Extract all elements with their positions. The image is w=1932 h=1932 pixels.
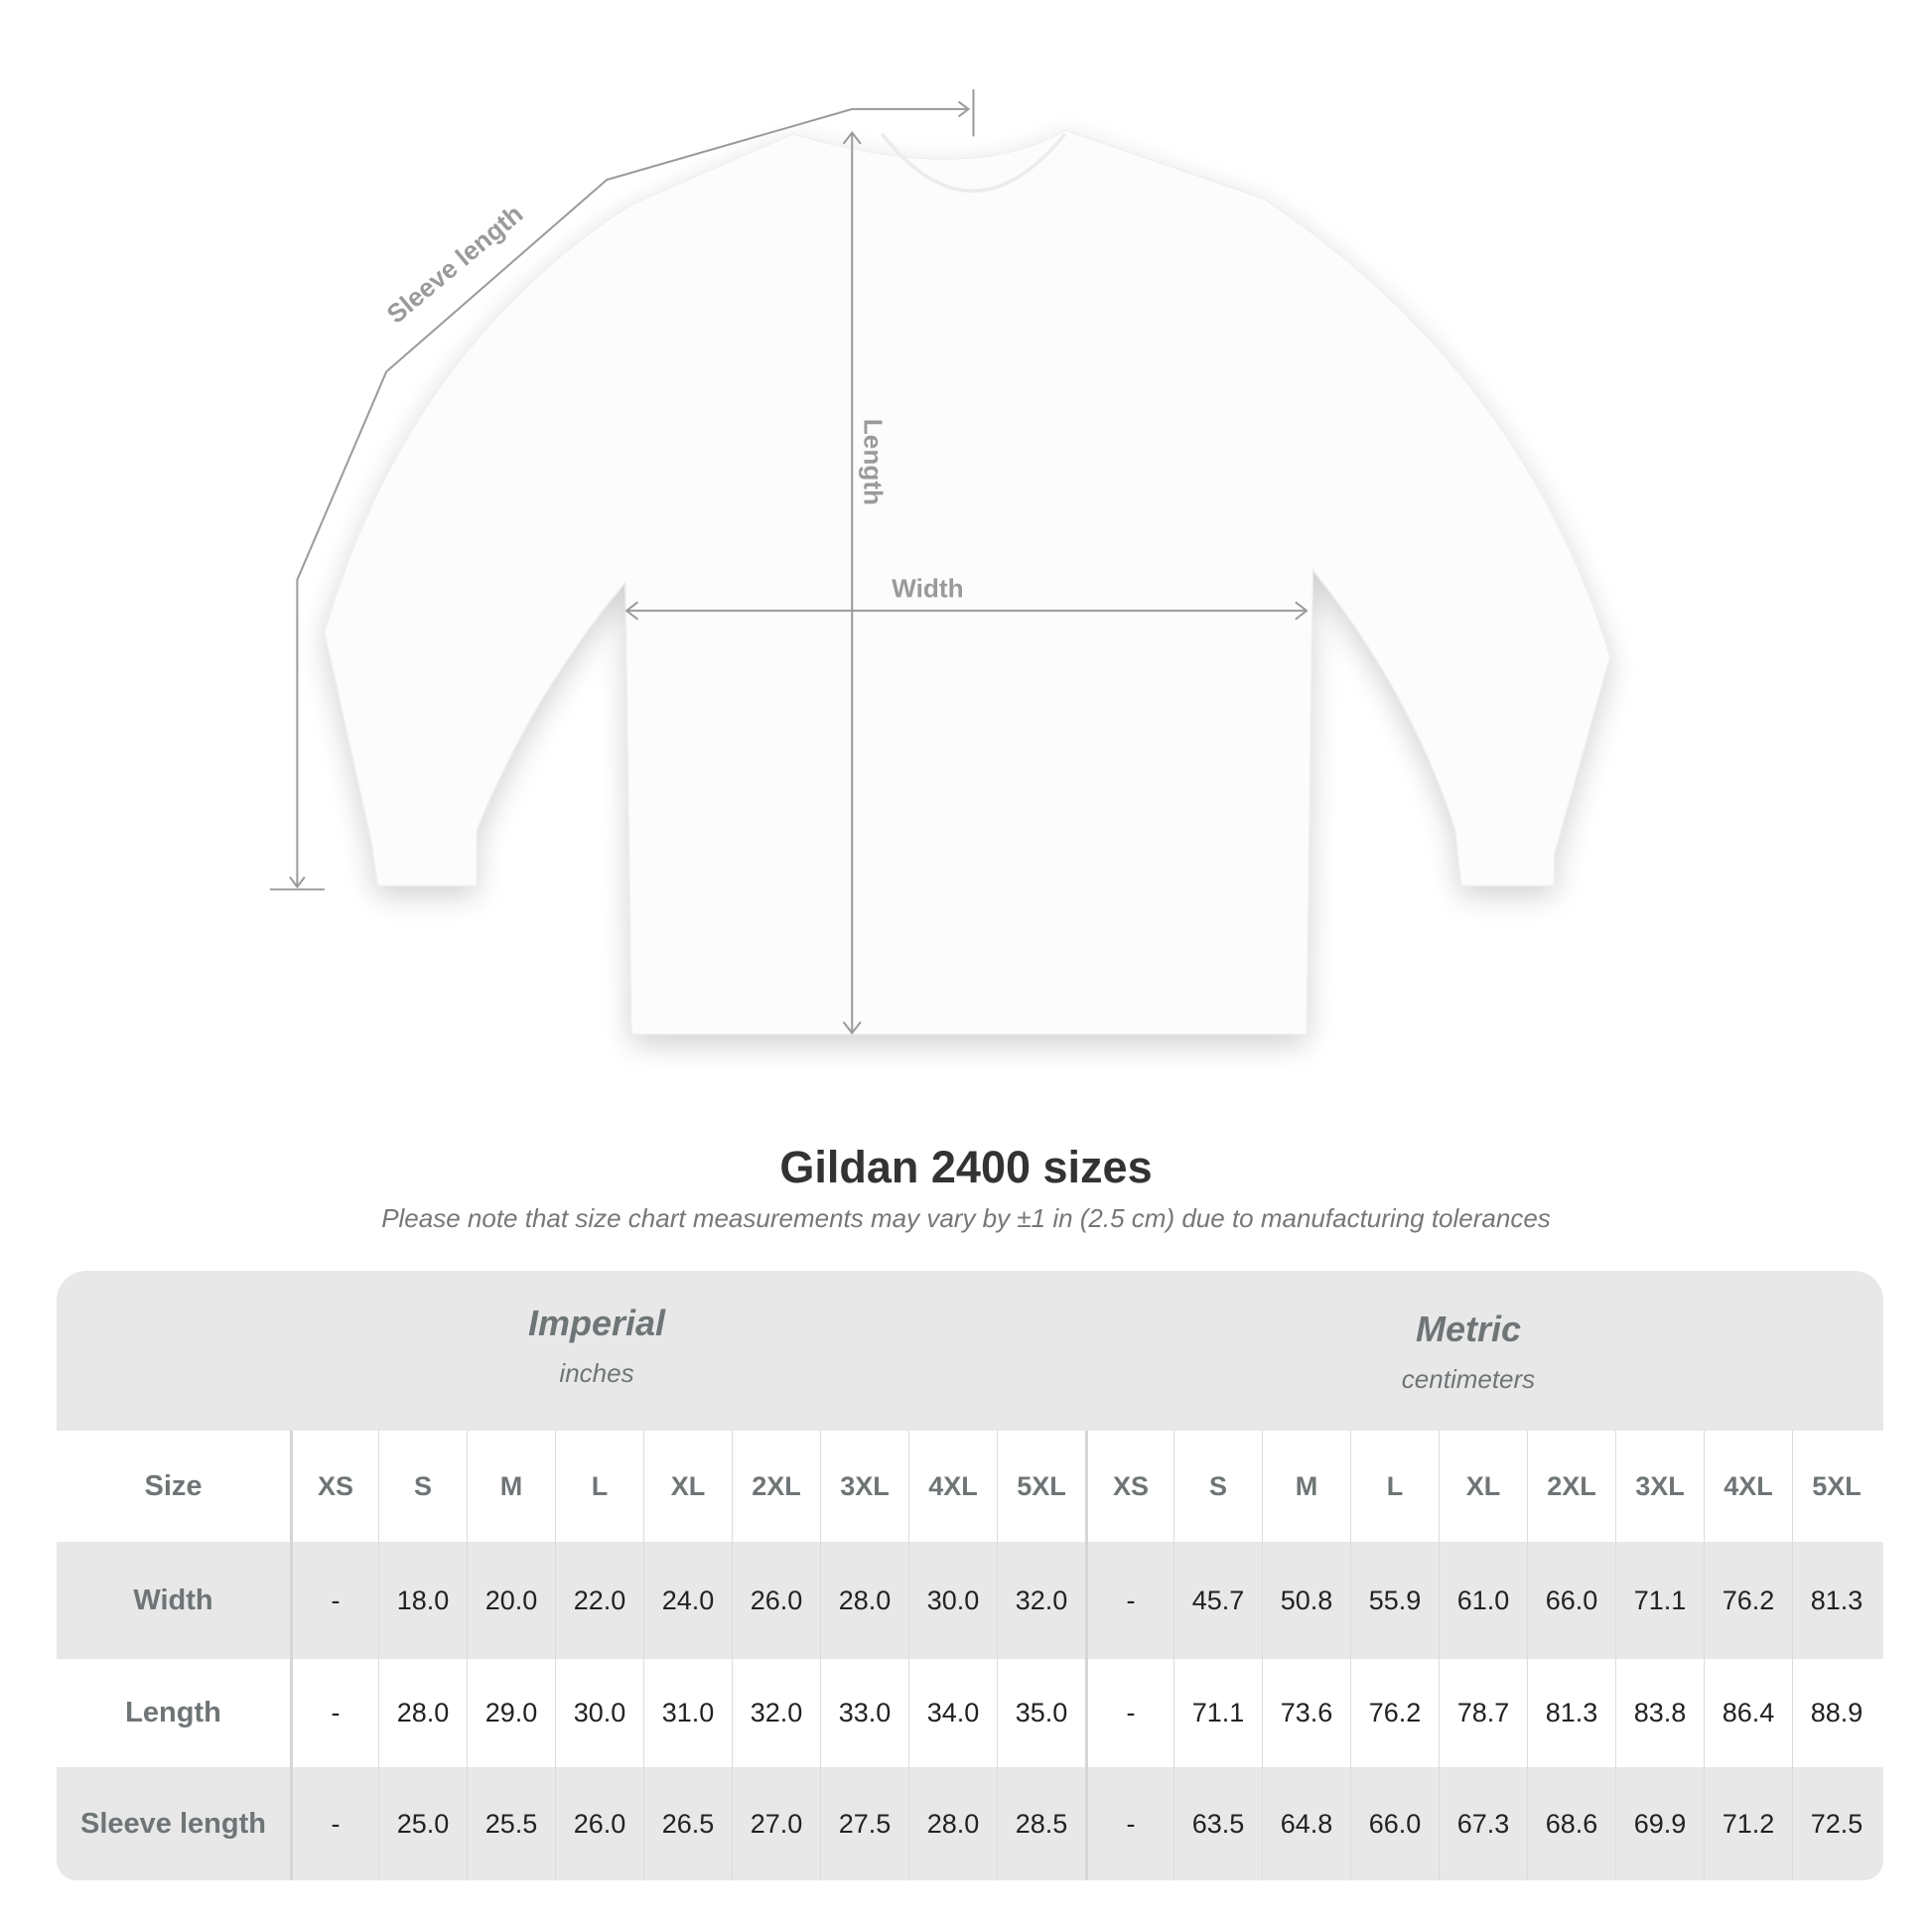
value-cell-imperial: 26.5 <box>643 1767 732 1880</box>
value-cell-imperial: 33.0 <box>820 1659 908 1767</box>
value-cell-metric: 76.2 <box>1704 1542 1792 1659</box>
value-cell-metric: 66.0 <box>1350 1767 1439 1880</box>
size-header-metric: 5XL <box>1792 1431 1880 1542</box>
length-label: Length <box>859 419 889 505</box>
value-cell-metric: 67.3 <box>1439 1767 1527 1880</box>
size-header-metric: M <box>1262 1431 1350 1542</box>
value-cell-imperial: 26.0 <box>555 1767 643 1880</box>
value-cell-metric: 73.6 <box>1262 1659 1350 1767</box>
value-cell-imperial: 35.0 <box>997 1659 1085 1767</box>
value-cell-imperial: 31.0 <box>643 1659 732 1767</box>
value-cell-metric: 78.7 <box>1439 1659 1527 1767</box>
value-cell-imperial: 26.0 <box>732 1542 820 1659</box>
value-cell-metric: 50.8 <box>1262 1542 1350 1659</box>
imperial-header: Imperial inches <box>348 1303 845 1389</box>
metric-title: Metric <box>1415 1309 1522 1349</box>
value-cell-imperial: - <box>290 1767 378 1880</box>
value-cell-metric: 64.8 <box>1262 1767 1350 1880</box>
metric-header: Metric centimeters <box>1220 1309 1717 1395</box>
size-header-imperial: XS <box>290 1431 378 1542</box>
size-header-imperial: M <box>467 1431 555 1542</box>
value-cell-metric: 45.7 <box>1173 1542 1262 1659</box>
width-label: Width <box>892 573 963 603</box>
tolerance-note: Please note that size chart measurements… <box>381 1203 1551 1233</box>
size-header-metric: XS <box>1085 1431 1173 1542</box>
size-header-metric: 3XL <box>1615 1431 1704 1542</box>
value-cell-metric: - <box>1085 1767 1173 1880</box>
size-header-metric: 2XL <box>1527 1431 1615 1542</box>
size-header-imperial: 3XL <box>820 1431 908 1542</box>
measurement-lines <box>269 88 1309 1035</box>
value-cell-imperial: 28.0 <box>378 1659 467 1767</box>
value-cell-metric: 63.5 <box>1173 1767 1262 1880</box>
value-cell-metric: - <box>1085 1659 1173 1767</box>
table-row: Length -28.0 29.0 30.0 31.0 32.0 33.0 34.0 35.0-… <box>57 1659 1883 1767</box>
sleeve-length-line <box>296 107 966 888</box>
value-cell-imperial: 30.0 <box>908 1542 997 1659</box>
page-title: Gildan 2400 sizes <box>779 1142 1153 1192</box>
table-row: Sleeve length -25.0 25.5 26.0 26.5 27.0 27.5 28… <box>57 1767 1883 1880</box>
table-row: Width -18.0 20.0 22.0 24.0 26.0 28.0 30.0 32.0-4… <box>57 1542 1883 1659</box>
value-cell-imperial: 28.5 <box>997 1767 1085 1880</box>
value-cell-imperial: 30.0 <box>555 1659 643 1767</box>
value-cell-imperial: 32.0 <box>732 1659 820 1767</box>
value-cell-metric: 69.9 <box>1615 1767 1704 1880</box>
value-cell-imperial: 20.0 <box>467 1542 555 1659</box>
long-sleeve-shirt-image <box>324 129 1611 1035</box>
size-header-metric: 4XL <box>1704 1431 1792 1542</box>
value-cell-metric: 86.4 <box>1704 1659 1792 1767</box>
size-header-imperial: 5XL <box>997 1431 1085 1542</box>
value-cell-imperial: 29.0 <box>467 1659 555 1767</box>
value-cell-imperial: - <box>290 1659 378 1767</box>
imperial-unit: inches <box>559 1358 634 1388</box>
value-cell-metric: 61.0 <box>1439 1542 1527 1659</box>
row-label: Sleeve length <box>80 1807 266 1840</box>
value-cell-imperial: 27.5 <box>820 1767 908 1880</box>
value-cell-imperial: 18.0 <box>378 1542 467 1659</box>
size-header-metric: XL <box>1439 1431 1527 1542</box>
value-cell-metric: 68.6 <box>1527 1767 1615 1880</box>
size-header-imperial: 2XL <box>732 1431 820 1542</box>
value-cell-imperial: 22.0 <box>555 1542 643 1659</box>
value-cell-imperial: 34.0 <box>908 1659 997 1767</box>
value-cell-imperial: 28.0 <box>820 1542 908 1659</box>
unit-header-band <box>57 1271 1883 1431</box>
size-header-imperial: L <box>555 1431 643 1542</box>
value-cell-metric: 76.2 <box>1350 1659 1439 1767</box>
value-cell-metric: 83.8 <box>1615 1659 1704 1767</box>
value-cell-metric: 81.3 <box>1792 1542 1880 1659</box>
value-cell-imperial: 25.5 <box>467 1767 555 1880</box>
value-cell-imperial: 28.0 <box>908 1767 997 1880</box>
value-cell-imperial: 24.0 <box>643 1542 732 1659</box>
size-header-imperial: XL <box>643 1431 732 1542</box>
value-cell-metric: 81.3 <box>1527 1659 1615 1767</box>
value-cell-metric: - <box>1085 1542 1173 1659</box>
value-cell-metric: 66.0 <box>1527 1542 1615 1659</box>
size-header-metric: S <box>1173 1431 1262 1542</box>
value-cell-imperial: 25.0 <box>378 1767 467 1880</box>
value-cell-metric: 71.1 <box>1173 1659 1262 1767</box>
row-label: Width <box>133 1584 213 1616</box>
value-cell-metric: 55.9 <box>1350 1542 1439 1659</box>
value-cell-metric: 88.9 <box>1792 1659 1880 1767</box>
shirt-diagram: Sleeve length Length Width <box>269 88 1611 1035</box>
value-cell-imperial: - <box>290 1542 378 1659</box>
row-label: Size <box>144 1469 203 1502</box>
size-header-row: Size XS S M L XL 2XL 3XL 4XL 5XL XS S M L XL 2XL 3XL 4XL 5… <box>57 1431 1883 1542</box>
size-header-imperial: S <box>378 1431 467 1542</box>
row-label: Length <box>125 1697 221 1728</box>
value-cell-imperial: 27.0 <box>732 1767 820 1880</box>
size-header-metric: L <box>1350 1431 1439 1542</box>
size-table: Imperial inches Metric centimeters Size X… <box>57 1271 1883 1880</box>
value-cell-metric: 71.1 <box>1615 1542 1704 1659</box>
value-cell-metric: 72.5 <box>1792 1767 1880 1880</box>
size-header-imperial: 4XL <box>908 1431 997 1542</box>
metric-unit: centimeters <box>1401 1364 1536 1394</box>
value-cell-imperial: 32.0 <box>997 1542 1085 1659</box>
value-cell-metric: 71.2 <box>1704 1767 1792 1880</box>
imperial-title: Imperial <box>527 1303 666 1343</box>
